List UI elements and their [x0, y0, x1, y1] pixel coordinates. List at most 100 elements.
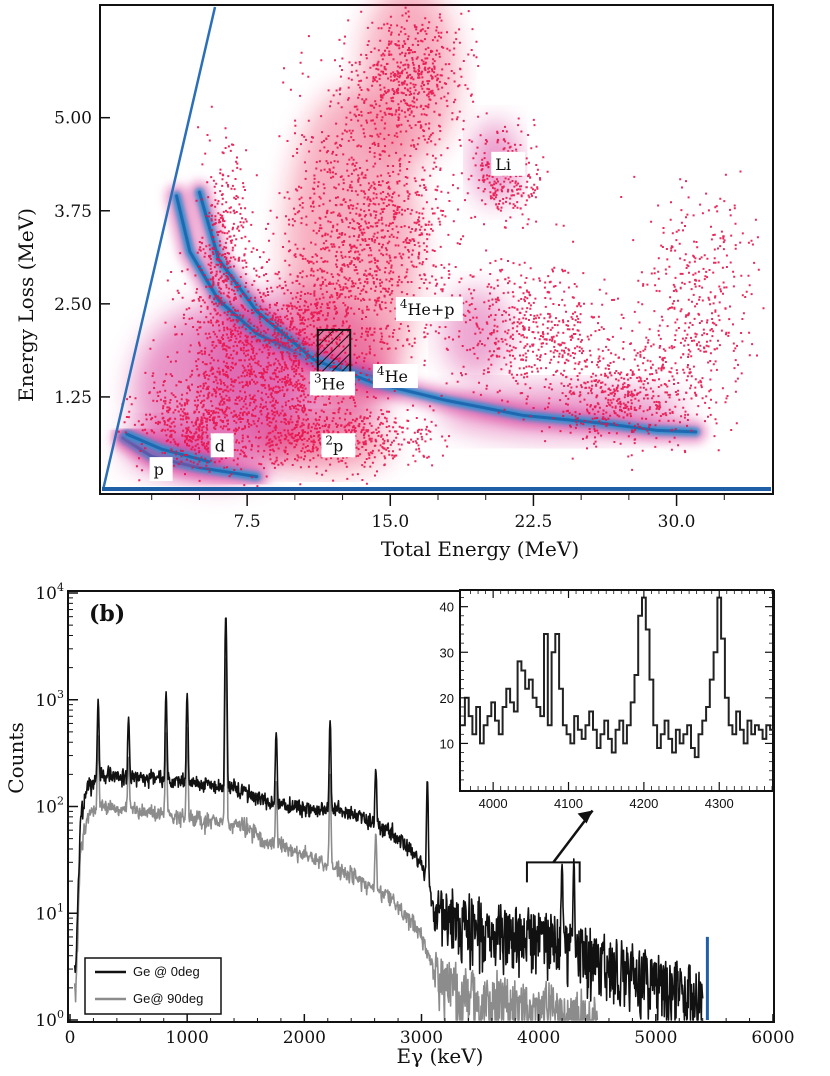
particle-label-3he: 3He [309, 371, 355, 396]
panel-b-x-axis: 0 1000 2000 3000 4000 5000 6000 [65, 1014, 795, 1048]
inset-y-tick-label: 40 [440, 600, 454, 615]
panel-a-scatter-dots [117, 6, 765, 488]
band-core-4He [197, 190, 698, 434]
inset-series [461, 596, 774, 759]
panel-b-spectrum: 0 1000 2000 3000 4000 5000 6000 10010110210310… [4, 581, 795, 1068]
panel-a-x-axis: 7.5 15.0 22.5 30.0 [151, 494, 725, 532]
legend-label-0deg: Ge @ 0deg [133, 964, 200, 979]
particle-label-bg [491, 151, 526, 176]
y-tick-exponent: 0 [57, 1008, 64, 1021]
particle-label-bg [149, 457, 173, 482]
y-tick-base: 10 [35, 904, 57, 924]
x-tick-label: 22.5 [514, 512, 552, 532]
y-tick-base: 10 [35, 584, 57, 604]
band-core-d [125, 432, 211, 464]
legend-label-90deg: Ge@ 90deg [133, 991, 203, 1006]
particle-label-text: 3He [314, 371, 345, 393]
panel-b-series [73, 617, 709, 1021]
y-tick-label: 5.00 [54, 109, 92, 129]
particle-label-p: p [149, 457, 173, 482]
element-symbol: He [322, 374, 345, 393]
x-tick-label: 2000 [283, 1028, 326, 1048]
panel-a-diagonal-line [101, 6, 217, 491]
particle-label-text: d [215, 436, 225, 455]
particle-label-li: Li [491, 151, 526, 176]
inset-x-axis: 4000 4100 4200 4300 [470, 590, 773, 811]
particle-label-text: Li [495, 155, 511, 174]
zoom-arrow-head [577, 810, 593, 824]
x-tick-label: 6000 [751, 1028, 794, 1048]
x-tick-label: 15.0 [371, 512, 409, 532]
element-symbol: p [333, 436, 343, 455]
particle-label-text: 2p [325, 433, 343, 455]
y-tick-label: 102 [35, 795, 64, 818]
y-tick-label: 103 [35, 688, 64, 711]
y-tick-label: 2.50 [54, 295, 92, 315]
inset-y-tick-label: 10 [440, 736, 454, 751]
x-tick-label: 0 [65, 1028, 76, 1048]
inset-chart: 4000 4100 4200 4300 10 20 30 40 [440, 589, 774, 811]
x-tick-label: 5000 [634, 1028, 677, 1048]
x-tick-label: 30.0 [658, 512, 696, 532]
y-tick-label: 1.25 [54, 388, 92, 408]
mass-number: 2 [325, 433, 333, 447]
particle-label-4hep: 4He+p [395, 297, 463, 322]
zoom-bracket [525, 809, 594, 883]
panel-a-x-axis-title: Total Energy (MeV) [381, 537, 579, 561]
y-tick-exponent: 1 [57, 901, 64, 914]
inset-x-tick-label: 4000 [479, 796, 508, 811]
legend: Ge @ 0deg Ge@ 90deg [84, 957, 222, 1015]
inset-spectrum [461, 596, 774, 759]
inset-y-axis: 10 20 30 40 [440, 597, 773, 781]
inset-x-tick-label: 4100 [554, 796, 583, 811]
particle-label-text: 4He+p [400, 297, 455, 319]
particle-label-bg [309, 371, 355, 396]
x-tick-label: 3000 [400, 1028, 443, 1048]
mass-number: 4 [400, 297, 408, 311]
y-tick-label: 100 [35, 1008, 64, 1031]
y-tick-base: 10 [35, 798, 57, 818]
particle-label-text: p [154, 460, 164, 479]
particle-label-bg [210, 433, 234, 458]
event-dots [117, 6, 765, 488]
gate-box [316, 328, 352, 376]
inset-x-tick-label: 4200 [629, 796, 658, 811]
series-ge-0deg [73, 617, 704, 1021]
y-tick-base: 10 [35, 691, 57, 711]
y-tick-exponent: 4 [57, 581, 64, 594]
y-tick-exponent: 2 [57, 795, 64, 808]
panel-a-y-axis: 1.25 2.50 3.75 5.00 [54, 109, 110, 408]
inset-x-tick-label: 4300 [705, 796, 734, 811]
panel-b-label: (b) [89, 601, 125, 627]
mass-number: 3 [314, 371, 322, 385]
inset-y-tick-label: 20 [440, 691, 454, 706]
panel-b-y-axis-title: Counts [4, 722, 28, 793]
particle-label-2p: 2p [321, 433, 356, 458]
y-tick-label: 104 [35, 581, 64, 604]
x-tick-label: 4000 [517, 1028, 560, 1048]
panel-b-x-axis-title: Eγ (keV) [397, 1044, 484, 1068]
y-tick-label: 3.75 [54, 202, 92, 222]
y-tick-label: 101 [35, 901, 64, 924]
x-tick-label: 1000 [166, 1028, 209, 1048]
element-symbol: He+p [407, 300, 454, 319]
panel-a-y-axis-title: Energy Loss (MeV) [14, 208, 38, 402]
particle-label-4he: 4He [372, 364, 418, 389]
particle-label-text: 4He [377, 364, 408, 386]
y-tick-base: 10 [35, 1011, 57, 1031]
particle-label-bg [321, 433, 356, 458]
particle-label-bg [372, 364, 418, 389]
panel-a-bands [112, 181, 707, 488]
element-symbol: He [385, 367, 408, 386]
x-tick-label: 7.5 [234, 512, 261, 532]
mass-number: 4 [377, 364, 385, 378]
particle-label-bg [395, 297, 463, 322]
inset-y-tick-label: 30 [440, 645, 454, 660]
legend-box [84, 957, 222, 1015]
particle-label-d: d [210, 433, 234, 458]
series-ge-90deg [73, 658, 599, 1021]
